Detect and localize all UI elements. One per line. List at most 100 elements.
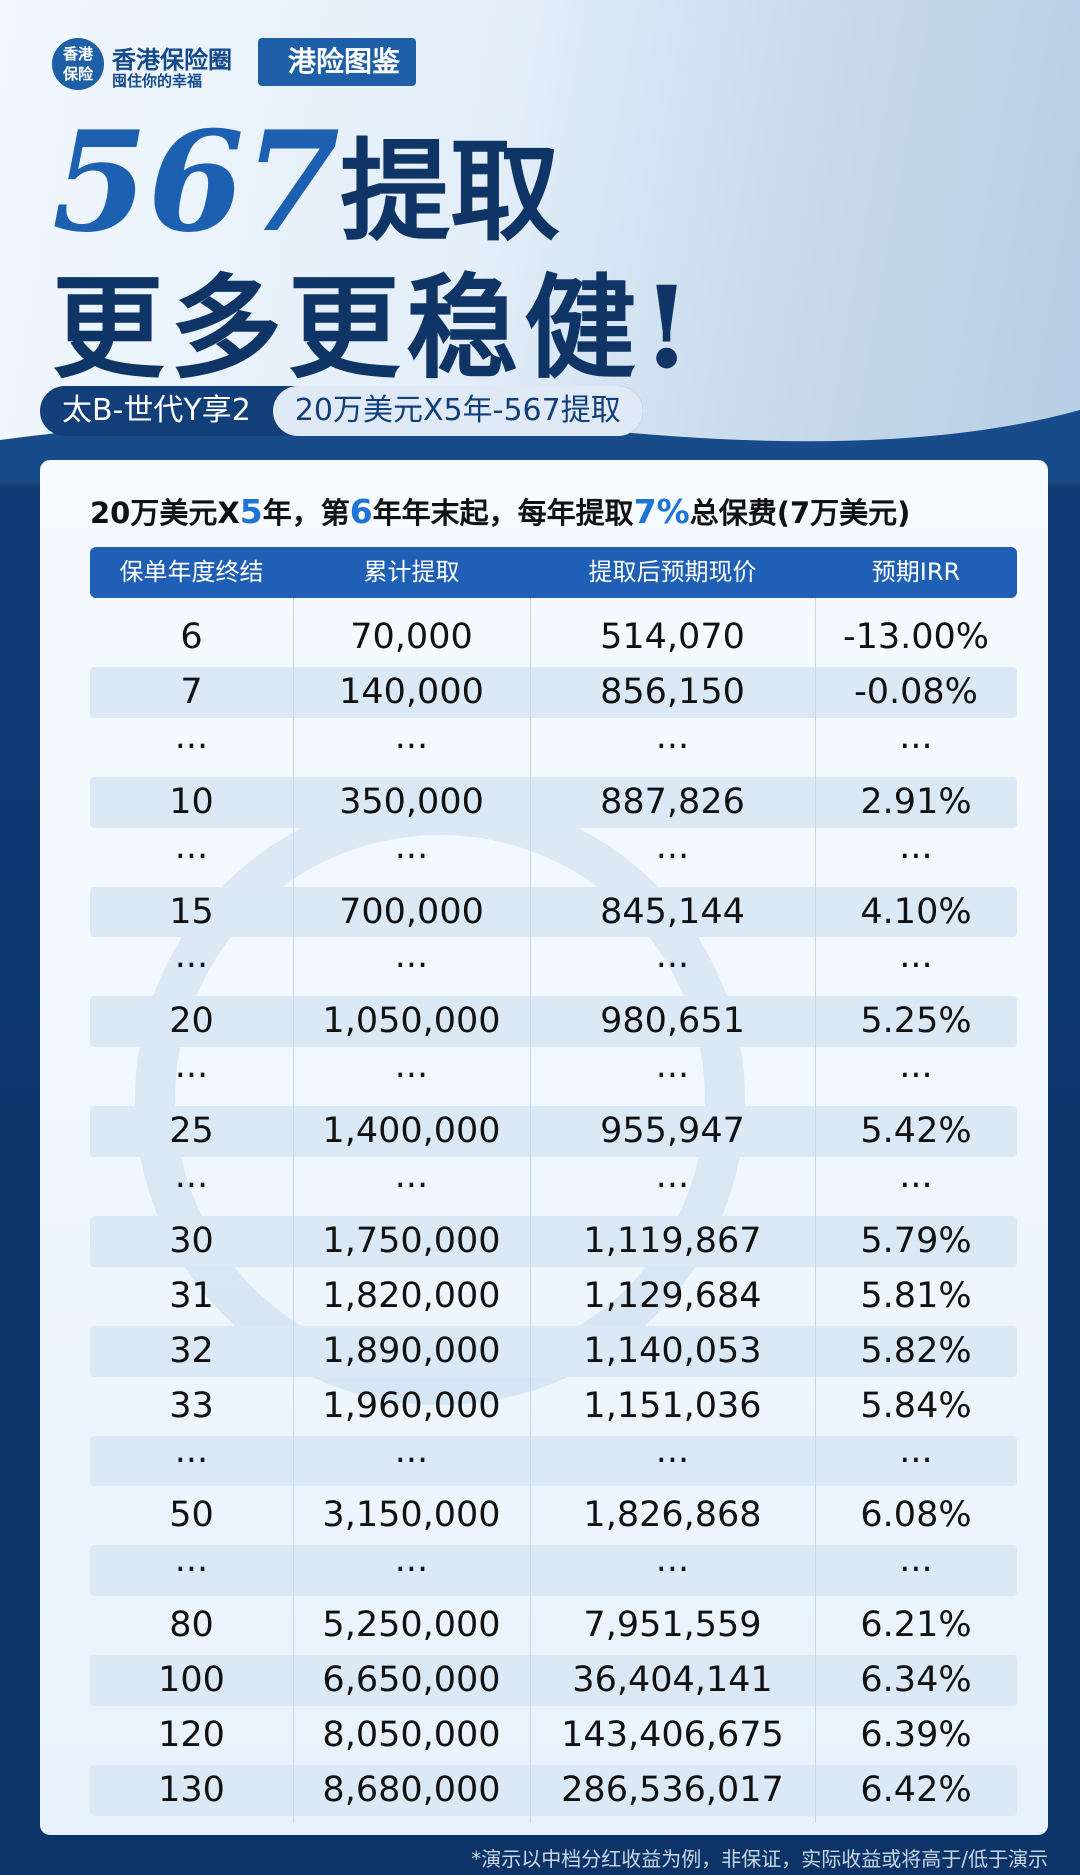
table-cell: 120: [158, 1715, 225, 1755]
tag: 太B-世代Y享2: [62, 393, 251, 428]
column-header: 累计提取: [363, 558, 460, 586]
table-cell: 140,000: [339, 671, 484, 712]
row-stripe: [90, 1325, 1017, 1377]
table-cell: 700,000: [339, 891, 484, 932]
table-cell: ···: [655, 1056, 690, 1097]
table-cell: 955,947: [600, 1111, 745, 1152]
headline-line2: 更多更稳健!: [52, 263, 698, 394]
table-cell: ···: [899, 1056, 933, 1097]
headline: 567提取: [52, 100, 560, 263]
footnote: *演示以中档分红收益为例，非保证，实际收益或将高于/低于演示: [471, 1847, 1048, 1871]
row-stripe: [90, 1435, 1017, 1487]
brand-name: 香港保险圈: [112, 46, 232, 74]
column-separator: [815, 598, 816, 1823]
table-cell: ···: [174, 1166, 209, 1206]
table-cell: ···: [174, 946, 209, 987]
table-cell: 887,826: [600, 781, 745, 822]
column-separator: [530, 598, 531, 1823]
column-header: 预期IRR: [871, 558, 961, 586]
table-cell: ···: [899, 1550, 933, 1591]
headline-number: 567: [52, 100, 341, 263]
table-cell: 1,140,053: [583, 1330, 762, 1371]
table-cell: ···: [394, 1166, 429, 1206]
table-cell: 50: [169, 1495, 214, 1536]
headline-text: 提取: [340, 127, 561, 256]
table-cell: ···: [394, 1550, 429, 1591]
table-cell: 15: [169, 891, 214, 932]
table-cell: 8,680,000: [322, 1769, 501, 1810]
table-cell: 514,070: [600, 617, 745, 657]
table-cell: ···: [174, 1440, 209, 1481]
table-cell: 1,151,036: [583, 1385, 762, 1426]
badge-text: 香港: [62, 45, 93, 63]
table-cell: 1,820,000: [322, 1275, 501, 1316]
table-cell: 10: [169, 781, 214, 822]
table-cell: 31: [169, 1275, 214, 1316]
table-cell: 1,129,684: [583, 1275, 762, 1316]
row-stripe: [90, 1545, 1017, 1597]
table-cell: 6.39%: [860, 1715, 972, 1755]
caption-segment: 5: [239, 492, 263, 531]
caption-segment: 总保费(7万美元): [689, 496, 911, 530]
column-header: 提取后预期现价: [588, 558, 757, 586]
row-stripe: [90, 1106, 1017, 1157]
table-cell: ···: [174, 1550, 209, 1591]
table-cell: 6,650,000: [322, 1660, 501, 1701]
table-cell: 5.84%: [860, 1385, 972, 1426]
table-cell: 1,826,868: [583, 1495, 762, 1536]
table-cell: 30: [169, 1220, 214, 1261]
table-cell: 980,651: [600, 1001, 745, 1042]
table-cell: 36,404,141: [572, 1660, 773, 1701]
table-cell: 1,050,000: [322, 1001, 501, 1042]
row-stripe: [90, 886, 1017, 938]
table-cell: 5.82%: [860, 1330, 972, 1371]
caption-segment: 6: [349, 492, 373, 531]
table-cell: 6.08%: [860, 1495, 972, 1536]
table-cell: -0.08%: [854, 671, 978, 712]
table-cell: ···: [174, 836, 209, 877]
caption-segment: 20万美元X: [90, 496, 240, 530]
table-cell: 130: [158, 1769, 225, 1810]
table-cell: ···: [394, 1056, 429, 1097]
tag: 20万美元X5年-567提取: [272, 386, 643, 436]
table-cell: 4.10%: [860, 891, 972, 932]
table-cell: 1,119,867: [583, 1220, 762, 1261]
table-cell: ···: [899, 946, 933, 987]
table-cell: 6.21%: [860, 1605, 972, 1646]
table-cell: 100: [158, 1660, 225, 1701]
row-stripe: [90, 996, 1017, 1048]
table-cell: 286,536,017: [561, 1769, 784, 1810]
row-stripe: [90, 1655, 1017, 1706]
row-stripe: [90, 1215, 1017, 1267]
table-cell: 1,750,000: [322, 1220, 501, 1261]
table-cell: 33: [169, 1385, 214, 1426]
table-cell: ···: [655, 726, 690, 767]
brand-slogan: 囤住你的幸福: [112, 72, 203, 90]
table-cell: ···: [655, 1550, 690, 1591]
table-cell: ···: [394, 1440, 429, 1481]
row-stripe: [90, 1764, 1017, 1816]
table-cell: 5.25%: [860, 1001, 972, 1042]
table-cell: ···: [174, 1056, 209, 1097]
series-label: 港险图鉴: [258, 38, 417, 86]
table-cell: 6.34%: [860, 1660, 972, 1701]
table-cell: 5,250,000: [322, 1605, 501, 1646]
table-cell: ···: [655, 946, 690, 987]
row-stripe: [90, 666, 1017, 718]
table-cell: 20: [169, 1001, 214, 1042]
table-cell: ···: [394, 726, 429, 767]
table-cell: 7,951,559: [583, 1605, 762, 1646]
table-cell: 25: [169, 1111, 214, 1152]
table-cell: 5.81%: [860, 1275, 972, 1316]
table-cell: 845,144: [600, 891, 745, 932]
table-cell: ···: [899, 1166, 933, 1206]
table-cell: -13.00%: [842, 617, 990, 657]
table-cell: 6.42%: [860, 1769, 972, 1810]
table-header: [90, 547, 1017, 598]
column-separator: [293, 598, 294, 1823]
table-cell: 6: [180, 617, 203, 657]
table-cell: 350,000: [339, 781, 484, 822]
badge-text: 保险: [62, 65, 93, 83]
table-cell: ···: [174, 726, 209, 767]
tags: 太B-世代Y享2 20万美元X5年-567提取: [40, 386, 643, 436]
